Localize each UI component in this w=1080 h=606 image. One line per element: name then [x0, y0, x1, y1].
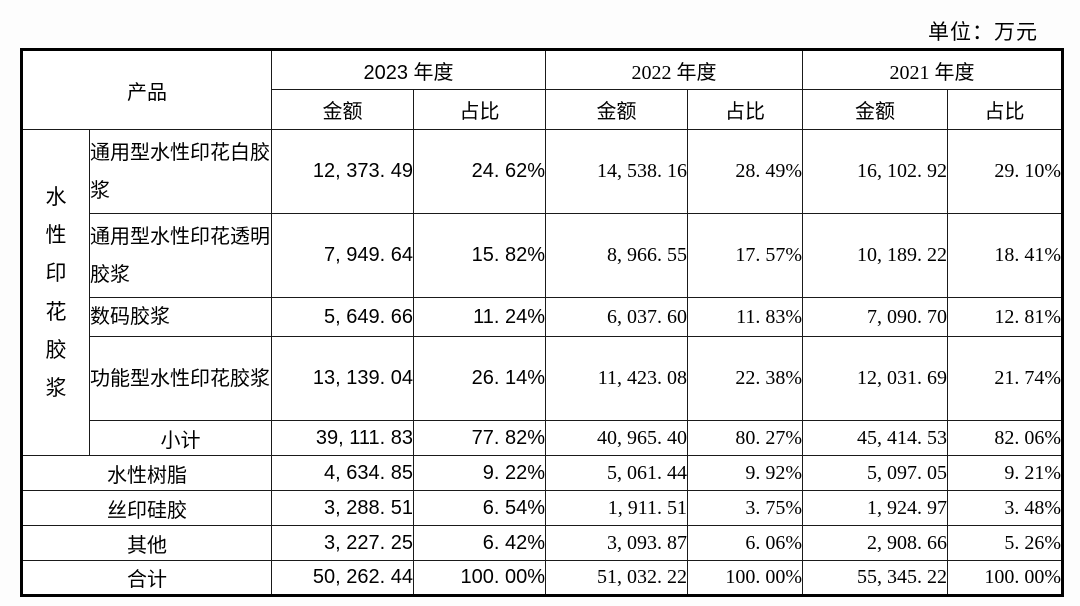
cell-2021-share: 18. 41%: [947, 213, 1063, 298]
cell-2023-share: 6. 54%: [413, 490, 546, 526]
product-group-label: 水性印花胶浆: [45, 184, 67, 400]
cell-2022-share: 6. 06%: [687, 525, 803, 561]
cell-2023-amount: 3, 227. 25: [271, 525, 414, 561]
cell-2023-amount: 12, 373. 49: [271, 129, 414, 214]
cell-2021-amount: 12, 031. 69: [802, 336, 948, 421]
cell-2022-share: 11. 83%: [687, 297, 803, 337]
table-row-functional-paste: 功能型水性印花胶浆 13, 139. 04 26. 14% 11, 423. 0…: [22, 336, 1063, 421]
cell-2021-share: 29. 10%: [947, 129, 1063, 214]
product-group-cell: 水性印花胶浆: [21, 129, 90, 456]
cell-2023-share: 26. 14%: [413, 336, 546, 421]
cell-2022-share: 22. 38%: [687, 336, 803, 421]
cell-2021-share: 5. 26%: [947, 525, 1063, 561]
share-header-2021: 占比: [947, 89, 1063, 130]
cell-2022-share: 80. 27%: [687, 420, 803, 456]
year-header-2021: 2021 年度: [802, 49, 1063, 90]
cell-2021-amount: 5, 097. 05: [802, 455, 948, 491]
cell-2021-amount: 2, 908. 66: [802, 525, 948, 561]
cell-2021-amount: 10, 189. 22: [802, 213, 948, 298]
cell-2021-share: 21. 74%: [947, 336, 1063, 421]
cell-2023-amount: 50, 262. 44: [271, 560, 414, 596]
row-label: 丝印硅胶: [21, 490, 272, 526]
table-row-waterborne-resin: 水性树脂 4, 634. 85 9. 22% 5, 061. 44 9. 92%…: [21, 455, 1063, 491]
cell-2022-share: 100. 00%: [687, 560, 803, 596]
cell-2023-share: 15. 82%: [413, 213, 546, 298]
cell-2021-share: 82. 06%: [947, 420, 1063, 456]
unit-label: 单位：万元: [928, 20, 1038, 44]
cell-2021-share: 12. 81%: [947, 297, 1063, 337]
product-name-cell: 数码胶浆: [89, 297, 272, 337]
cell-2023-share: 11. 24%: [413, 297, 546, 337]
cell-2022-amount: 40, 965. 40: [545, 420, 688, 456]
amount-header-2022: 金额: [545, 89, 688, 130]
table-row-subtotal: 小计 39, 111. 83 77. 82% 40, 965. 40 80. 2…: [22, 420, 1063, 456]
cell-2023-amount: 13, 139. 04: [271, 336, 414, 421]
share-header-2022: 占比: [687, 89, 803, 130]
cell-2021-amount: 45, 414. 53: [802, 420, 948, 456]
year-header-2023: 2023 年度: [271, 49, 546, 90]
table-row-digital-paste: 数码胶浆 5, 649. 66 11. 24% 6, 037. 60 11. 8…: [22, 297, 1063, 337]
cell-2022-amount: 6, 037. 60: [545, 297, 688, 337]
row-label: 水性树脂: [21, 455, 272, 491]
cell-2022-share: 3. 75%: [687, 490, 803, 526]
year-header-2022: 2022 年度: [545, 49, 803, 90]
header-row-years: 产品 2023 年度 2022 年度 2021 年度: [21, 49, 1063, 130]
cell-2022-amount: 14, 538. 16: [545, 129, 688, 214]
cell-2023-amount: 39, 111. 83: [271, 420, 414, 456]
product-name-cell: 通用型水性印花透明胶浆: [89, 213, 272, 298]
cell-2023-share: 100. 00%: [413, 560, 546, 596]
cell-2022-amount: 51, 032. 22: [545, 560, 688, 596]
table-row-total: 合计 50, 262. 44 100. 00% 51, 032. 22 100.…: [21, 560, 1063, 596]
cell-2023-amount: 7, 949. 64: [271, 213, 414, 298]
product-name-cell: 功能型水性印花胶浆: [89, 336, 272, 421]
cell-2022-amount: 1, 911. 51: [545, 490, 688, 526]
table-row-others: 其他 3, 227. 25 6. 42% 3, 093. 87 6. 06% 2…: [21, 525, 1063, 561]
product-header: 产品: [21, 49, 272, 130]
cell-2021-amount: 7, 090. 70: [802, 297, 948, 337]
cell-2022-share: 9. 92%: [687, 455, 803, 491]
cell-2023-share: 77. 82%: [413, 420, 546, 456]
cell-2022-amount: 5, 061. 44: [545, 455, 688, 491]
header-row-metrics: 金额 占比 金额 占比 金额 占比: [22, 89, 1063, 130]
cell-2022-share: 28. 49%: [687, 129, 803, 214]
cell-2021-share: 100. 00%: [947, 560, 1063, 596]
product-name-cell: 通用型水性印花白胶浆: [89, 129, 272, 214]
cell-2022-amount: 8, 966. 55: [545, 213, 688, 298]
row-label: 其他: [21, 525, 272, 561]
cell-2021-share: 3. 48%: [947, 490, 1063, 526]
cell-2023-share: 9. 22%: [413, 455, 546, 491]
cell-2021-share: 9. 21%: [947, 455, 1063, 491]
subtotal-label: 小计: [89, 420, 272, 456]
cell-2023-amount: 3, 288. 51: [271, 490, 414, 526]
table-row-screen-silicone: 丝印硅胶 3, 288. 51 6. 54% 1, 911. 51 3. 75%…: [21, 490, 1063, 526]
cell-2021-amount: 55, 345. 22: [802, 560, 948, 596]
cell-2023-amount: 5, 649. 66: [271, 297, 414, 337]
total-label: 合计: [21, 560, 272, 596]
cell-2021-amount: 1, 924. 97: [802, 490, 948, 526]
cell-2022-share: 17. 57%: [687, 213, 803, 298]
table-row-white-paste: 水性印花胶浆 通用型水性印花白胶浆 12, 373. 49 24. 62% 14…: [21, 129, 1063, 456]
cell-2022-amount: 11, 423. 08: [545, 336, 688, 421]
cell-2022-amount: 3, 093. 87: [545, 525, 688, 561]
cell-2023-share: 6. 42%: [413, 525, 546, 561]
amount-header-2021: 金额: [802, 89, 948, 130]
cell-2021-amount: 16, 102. 92: [802, 129, 948, 214]
table-row-transparent-paste: 通用型水性印花透明胶浆 7, 949. 64 15. 82% 8, 966. 5…: [22, 213, 1063, 298]
amount-header-2023: 金额: [271, 89, 414, 130]
cell-2023-share: 24. 62%: [413, 129, 546, 214]
cell-2023-amount: 4, 634. 85: [271, 455, 414, 491]
revenue-table: 产品 2023 年度 2022 年度 2021 年度 金额 占比 金额 占比 金…: [20, 48, 1064, 597]
share-header-2023: 占比: [413, 89, 546, 130]
